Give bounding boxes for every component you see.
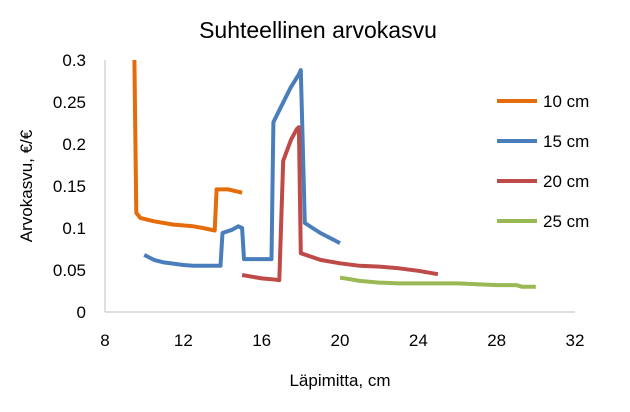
y-tick-label: 0.05 xyxy=(53,261,86,280)
legend-label: 15 cm xyxy=(543,132,589,151)
x-tick-label: 12 xyxy=(174,331,193,350)
legend: 10 cm 15 cm 20 cm 25 cm xyxy=(497,92,589,231)
y-axis-title: Arvokasvu, €/€ xyxy=(17,129,36,242)
x-tick-label: 24 xyxy=(409,331,428,350)
legend-label: 25 cm xyxy=(543,212,589,231)
x-tick-label: 16 xyxy=(252,331,271,350)
x-axis-title: Läpimitta, cm xyxy=(289,371,390,390)
x-tick-label: 20 xyxy=(331,331,350,350)
y-tick-label: 0 xyxy=(77,303,86,322)
y-tick-label: 0.2 xyxy=(62,135,86,154)
legend-label: 10 cm xyxy=(543,92,589,111)
legend-label: 20 cm xyxy=(543,172,589,191)
series-line-1 xyxy=(143,68,341,268)
y-tick-label: 0.3 xyxy=(62,51,86,70)
y-tick-label: 0.25 xyxy=(53,93,86,112)
x-tick-label: 8 xyxy=(100,331,109,350)
series-line-2 xyxy=(241,125,439,283)
series-line-0 xyxy=(132,59,243,233)
plot-area xyxy=(132,59,536,289)
series-line-3 xyxy=(339,275,536,289)
x-tick-label: 28 xyxy=(487,331,506,350)
chart-title: Suhteellinen arvokasvu xyxy=(199,17,437,43)
y-tick-label: 0.1 xyxy=(62,219,86,238)
y-tick-label: 0.15 xyxy=(53,177,86,196)
y-axis-ticks: 0 0.05 0.1 0.15 0.2 0.25 0.3 xyxy=(53,51,86,322)
x-tick-label: 32 xyxy=(566,331,585,350)
x-axis-ticks: 8 12 16 20 24 28 32 xyxy=(100,331,584,350)
